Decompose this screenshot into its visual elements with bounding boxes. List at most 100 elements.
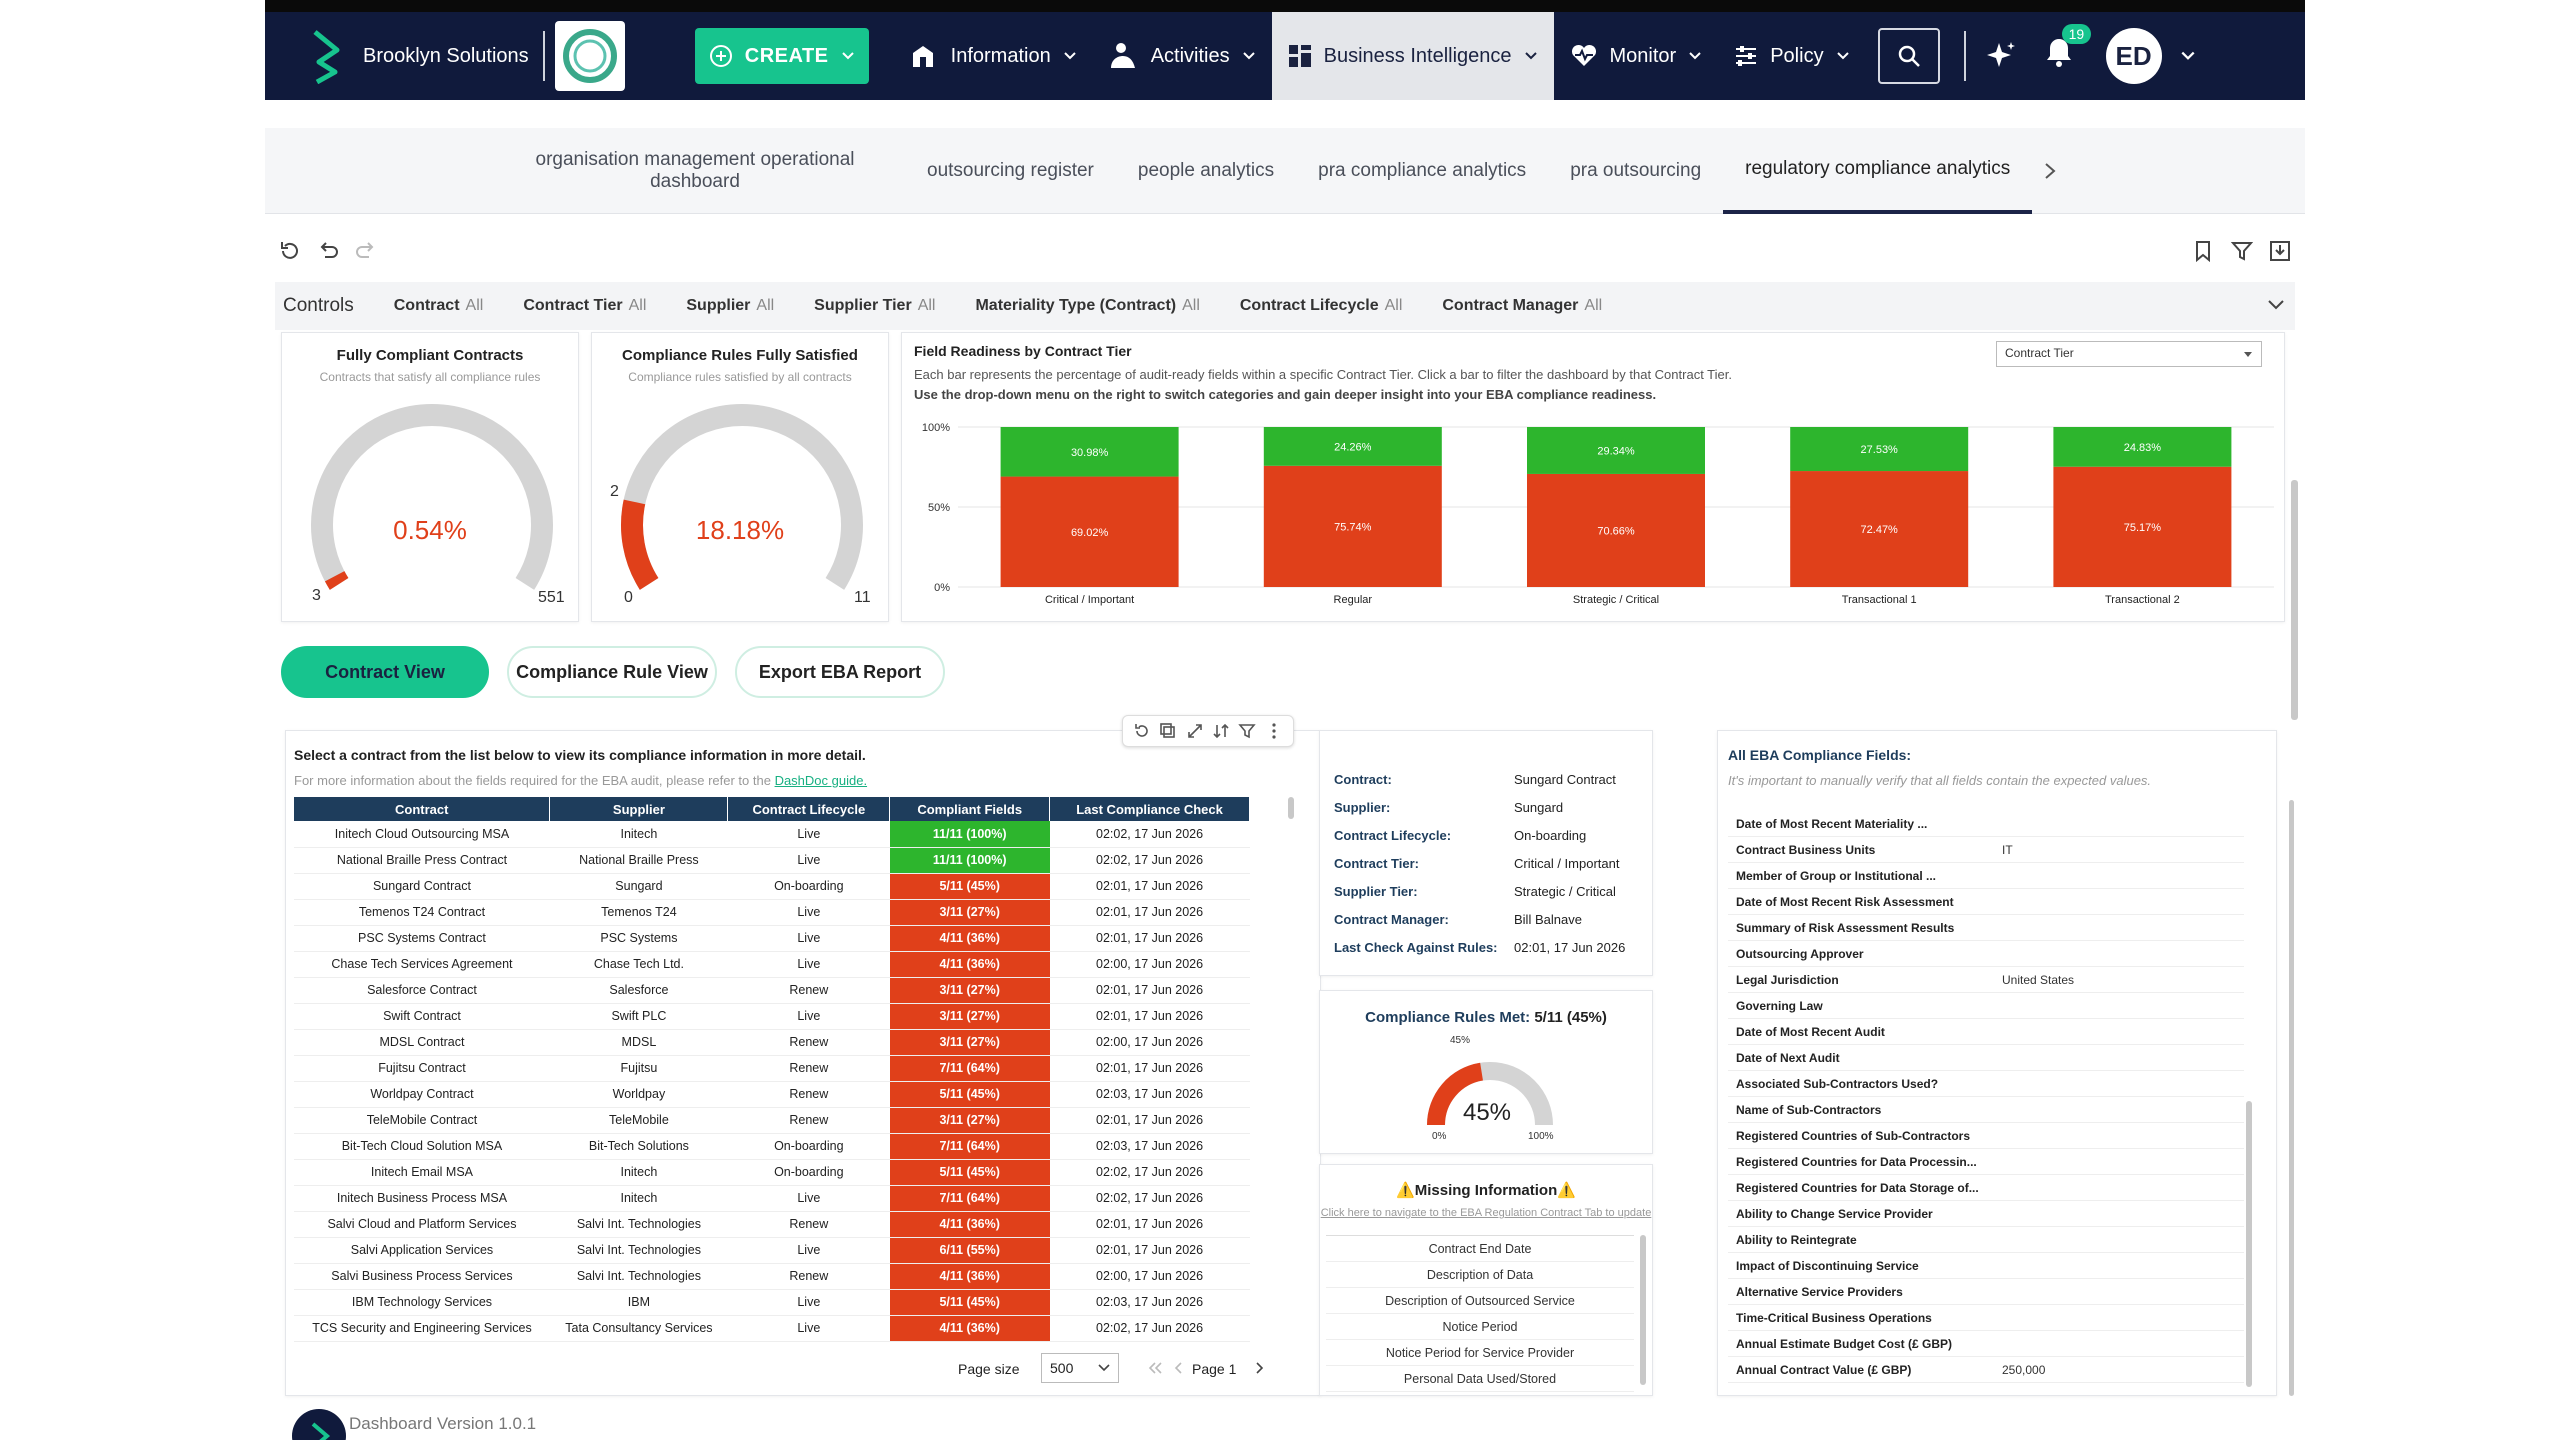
notifications-button[interactable]: 19 [2044,24,2092,76]
bar-segment[interactable] [1263,465,1442,587]
bookmark-icon[interactable] [2193,240,2213,262]
table-row[interactable]: MDSL Contract MDSL Renew 3/11 (27%) 02:00, 1… [294,1029,1250,1056]
controls-bar[interactable]: Controls Contract All Contract Tier All Su… [275,282,2295,330]
nav-monitor[interactable]: Monitor [1554,12,1719,100]
col-supplier[interactable]: Supplier [549,797,729,821]
table-cell: National Braille Press Contract [294,847,550,874]
table-row[interactable]: Swift Contract Swift PLC Live 3/11 (27%) 02:… [294,1003,1250,1030]
tab-people-analytics[interactable]: people analytics [1137,159,1275,181]
table-row[interactable]: Temenos T24 Contract Temenos T24 Live 3/11 … [294,899,1250,926]
col-contract[interactable]: Contract [294,797,551,821]
dashdoc-guide-link[interactable]: DashDoc guide. [774,773,868,788]
field-readiness-bar-chart[interactable]: 100% 50% 0% 69.02% 30.98% Critical / Importan… [902,419,2286,619]
control-supplier-tier[interactable]: Supplier Tier All [814,297,936,314]
user-avatar[interactable]: ED [2105,28,2162,84]
prev-page-icon[interactable] [1172,1361,1184,1375]
undo-icon[interactable] [317,240,339,262]
sort-icon[interactable] [1212,722,1230,740]
more-options-icon[interactable] [1265,722,1283,740]
table-row[interactable]: IBM Technology Services IBM Live 5/11 (45%)… [294,1289,1250,1316]
chevron-down-icon[interactable] [2180,48,2196,64]
control-contract-manager[interactable]: Contract Manager All [1442,297,1603,314]
table-row[interactable]: Worldpay Contract Worldpay Renew 5/11 (45%)… [294,1081,1250,1108]
contract-view-button[interactable]: Contract View [281,646,489,698]
table-cell: 3/11 (27%) [889,1003,1050,1030]
table-row[interactable]: Salvi Cloud and Platform Services Salvi I… [294,1211,1250,1238]
table-row[interactable]: Chase Tech Services Agreement Chase Tech … [294,951,1250,978]
table-row[interactable]: Fujitsu Contract Fujitsu Renew 7/11 (64%) 02… [294,1055,1250,1082]
table-scrollbar[interactable] [1288,797,1294,819]
expand-icon[interactable] [1186,722,1204,740]
table-row[interactable]: Salvi Application Services Salvi Int. Tec… [294,1237,1250,1264]
page-scrollbar[interactable] [2291,480,2298,720]
category-dropdown[interactable]: Contract Tier [1996,341,2262,367]
table-row[interactable]: National Braille Press Contract National … [294,847,1250,874]
bar-segment[interactable] [1527,473,1705,587]
table-row[interactable]: TCS Security and Engineering Services Tat… [294,1315,1250,1342]
compliance-rules-met-card: Compliance Rules Met: 5/11 (45%) 45% 45%… [1319,990,1653,1154]
reset-icon[interactable] [1133,722,1151,740]
tab-outsourcing-register[interactable]: outsourcing register [927,159,1094,181]
control-materiality-type[interactable]: Materiality Type (Contract) All [975,297,1200,314]
page-scrollbar-secondary[interactable] [2289,800,2294,1396]
bar-segment[interactable] [1000,476,1179,587]
table-row[interactable]: Salvi Business Process Services Salvi Int… [294,1263,1250,1290]
eba-scrollbar[interactable] [2246,1101,2252,1387]
redo-icon[interactable] [355,240,377,262]
col-contract-lifecycle[interactable]: Contract Lifecycle [727,797,891,821]
nav-information[interactable]: Information [895,12,1093,100]
bar-segment[interactable] [1790,471,1969,587]
organisation-logo[interactable] [554,21,625,91]
page-size-select[interactable]: 500 [1041,1353,1119,1383]
tab-regulatory-compliance-analytics[interactable]: regulatory compliance analytics [1723,128,2033,214]
search-button[interactable] [1877,28,1940,84]
brand-name[interactable]: Brooklyn Solutions [363,44,529,67]
table-row[interactable]: TeleMobile Contract TeleMobile Renew 3/11 (… [294,1107,1250,1134]
table-row[interactable]: Initech Email MSA Initech On-boarding 5/11 … [294,1159,1250,1186]
table-row[interactable]: Initech Business Process MSA Initech Live 7… [294,1185,1250,1212]
bar-segment[interactable] [1790,427,1969,472]
missing-scrollbar[interactable] [1640,1235,1646,1385]
tab-pra-compliance-analytics[interactable]: pra compliance analytics [1318,159,1527,181]
nav-activities[interactable]: Activities [1093,12,1272,100]
control-contract-lifecycle[interactable]: Contract Lifecycle All [1239,297,1403,314]
export-eba-report-button[interactable]: Export EBA Report [735,646,945,698]
bar-data-label: 75.74% [1334,521,1372,533]
chevron-right-icon[interactable] [2042,161,2058,181]
chevron-down-icon[interactable] [2267,298,2285,312]
compliance-rule-view-button[interactable]: Compliance Rule View [507,646,717,698]
tab-organisation-management[interactable]: organisation management operational dash… [535,148,855,192]
control-contract[interactable]: Contract All [393,297,484,314]
table-row[interactable]: Initech Cloud Outsourcing MSA Initech Live… [294,821,1250,848]
sparkle-ai-icon[interactable] [1986,40,2018,72]
table-row[interactable]: Bit-Tech Cloud Solution MSA Bit-Tech Solu… [294,1133,1250,1160]
control-contract-tier[interactable]: Contract Tier All [523,297,647,314]
table-row[interactable]: Sungard Contract Sungard On-boarding 5/11 (… [294,873,1250,900]
bar-segment[interactable] [1000,427,1179,477]
tab-pra-outsourcing[interactable]: pra outsourcing [1570,159,1702,181]
brand-logo-icon[interactable] [309,28,343,84]
copy-icon[interactable] [1159,722,1177,740]
control-supplier[interactable]: Supplier All [686,297,775,314]
next-page-icon[interactable] [1254,1361,1266,1375]
bar-segment[interactable] [2053,466,2232,587]
nav-information-label: Information [950,44,1051,67]
eba-tab-link[interactable]: Click here to navigate to the EBA Regula… [1320,1207,1652,1219]
nav-business-intelligence[interactable]: Business Intelligence [1271,12,1554,100]
create-button[interactable]: CREATE [694,28,869,84]
reset-icon[interactable] [279,240,301,262]
table-cell: Worldpay [549,1081,728,1108]
col-compliant-fields[interactable]: Compliant Fields [889,797,1051,821]
bar-segment[interactable] [1527,427,1705,474]
first-page-icon[interactable] [1146,1361,1164,1375]
filter-icon[interactable] [2231,240,2253,262]
col-last-compliance-check[interactable]: Last Compliance Check [1049,797,1250,821]
table-row[interactable]: Salesforce Contract Salesforce Renew 3/11 (… [294,977,1250,1004]
dropdown-value: Contract Tier [2005,346,2074,360]
bar-segment[interactable] [1263,427,1442,466]
table-row[interactable]: PSC Systems Contract PSC Systems Live 4/11 … [294,925,1250,952]
bar-segment[interactable] [2053,427,2232,467]
download-icon[interactable] [2269,240,2291,262]
filter-icon[interactable] [1238,722,1257,740]
nav-policy[interactable]: Policy [1718,12,1865,100]
